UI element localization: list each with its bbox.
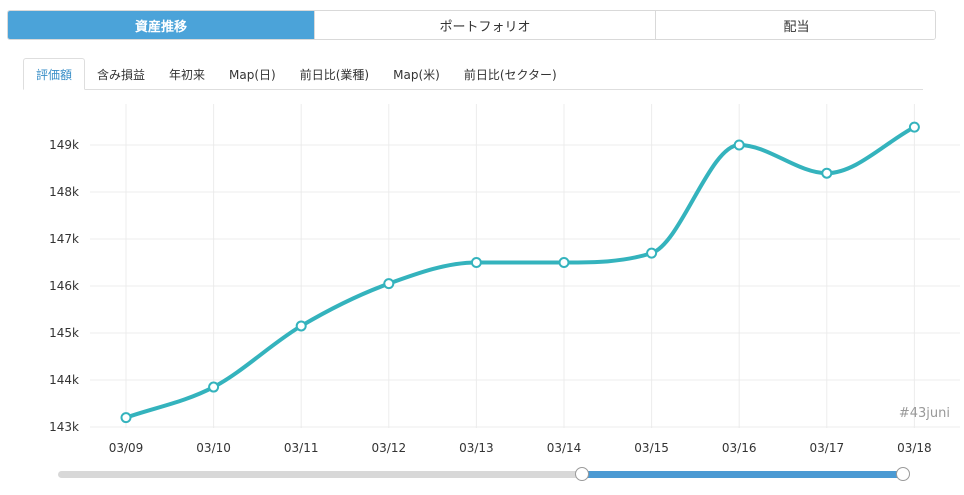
tab-asset-trend[interactable]: 資産推移 (8, 11, 315, 39)
x-tick-label: 03/09 (109, 441, 144, 455)
range-slider-fill (581, 471, 903, 478)
y-tick-label: 144k (49, 373, 79, 387)
x-tick-label: 03/16 (722, 441, 757, 455)
watermark: #43juni (899, 406, 950, 421)
x-tick-label: 03/17 (810, 441, 845, 455)
x-tick-label: 03/14 (547, 441, 582, 455)
tab-map-jp[interactable]: Map(日) (229, 67, 276, 82)
x-tick-label: 03/11 (284, 441, 319, 455)
tab-ytd[interactable]: 年初来 (169, 67, 206, 82)
line-chart: 143k 144k 145k 146k 147k 148k 149k 03/09 03/10 0… (49, 104, 960, 455)
range-start-handle[interactable] (574, 467, 589, 481)
data-point[interactable] (733, 139, 745, 151)
data-point[interactable] (470, 257, 482, 268)
range-slider[interactable] (58, 467, 910, 481)
y-tick-label: 149k (49, 138, 79, 152)
data-point[interactable] (558, 257, 570, 268)
y-tick-label: 143k (49, 420, 79, 434)
tab-valuation[interactable]: 評価額 (23, 58, 86, 90)
data-point[interactable] (646, 247, 658, 259)
range-end-handle[interactable] (896, 467, 910, 481)
data-point[interactable] (908, 121, 920, 133)
tab-portfolio[interactable]: ポートフォリオ (315, 11, 656, 39)
chart-type-tabs: 評価額 含み損益 年初来 Map(日) 前日比(業種) Map(米) 前日比(セ… (23, 58, 923, 90)
y-tick-label: 148k (49, 185, 79, 199)
data-point[interactable] (383, 278, 395, 290)
y-tick-label: 147k (49, 232, 79, 246)
data-point[interactable] (821, 167, 833, 179)
x-tick-label: 03/18 (897, 441, 932, 455)
x-tick-label: 03/15 (634, 441, 669, 455)
data-point[interactable] (208, 381, 220, 393)
data-point[interactable] (295, 320, 307, 332)
x-tick-label: 03/10 (196, 441, 231, 455)
tab-daily-change-sector[interactable]: 前日比(セクター) (463, 67, 557, 82)
data-point[interactable] (120, 412, 132, 424)
tab-daily-change-industry[interactable]: 前日比(業種) (299, 67, 370, 82)
series-line (124, 125, 917, 420)
view-tabs: 資産推移 ポートフォリオ 配当 (7, 10, 936, 40)
y-tick-label: 145k (49, 326, 79, 340)
tab-unrealized-pl[interactable]: 含み損益 (97, 67, 146, 82)
x-tick-label: 03/12 (372, 441, 407, 455)
x-tick-label: 03/13 (459, 441, 494, 455)
tab-dividend[interactable]: 配当 (656, 11, 935, 39)
y-tick-label: 146k (49, 279, 79, 293)
tab-map-us[interactable]: Map(米) (393, 67, 440, 82)
